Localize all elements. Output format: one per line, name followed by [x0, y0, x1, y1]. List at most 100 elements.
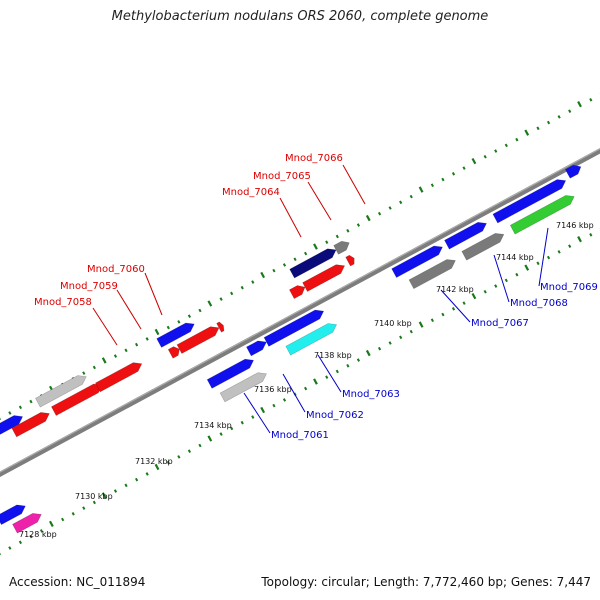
minor-tick	[39, 529, 44, 533]
major-tick	[365, 214, 371, 222]
minor-tick	[430, 318, 434, 323]
gene-arrow[interactable]	[564, 164, 582, 179]
minor-tick	[166, 325, 170, 330]
minor-tick	[18, 405, 23, 410]
minor-tick	[409, 329, 413, 334]
minor-tick	[166, 460, 170, 465]
minor-tick	[240, 420, 244, 425]
gene-arrow[interactable]	[345, 254, 355, 267]
gene-arrow[interactable]	[95, 362, 143, 393]
minor-tick	[377, 211, 382, 216]
reverse-gene-labels: Mnod_7061 Mnod_7062 Mnod_7063 Mnod_7067 …	[243, 227, 598, 441]
gene-arrow[interactable]	[176, 326, 220, 354]
minor-tick	[293, 257, 297, 262]
gene-label-mnod-7062[interactable]: Mnod_7062	[306, 410, 364, 421]
major-tick	[418, 186, 424, 193]
minor-tick	[135, 342, 139, 347]
minor-tick	[441, 177, 445, 182]
major-tick	[154, 328, 160, 336]
minor-tick	[82, 371, 86, 375]
gene-label-mnod-7059[interactable]: Mnod_7059	[60, 281, 118, 292]
gene-arrow[interactable]	[156, 322, 195, 348]
major-tick	[207, 300, 213, 307]
minor-tick	[18, 540, 23, 545]
gene-arrow[interactable]	[0, 504, 26, 526]
gene-label-mnod-7060[interactable]: Mnod_7060	[87, 264, 145, 275]
scale-label: 7130 kbp	[75, 492, 113, 501]
minor-tick	[230, 426, 234, 431]
scale-label: 7140 kbp	[374, 319, 412, 328]
minor-tick	[8, 411, 12, 415]
gene-arrow[interactable]	[285, 323, 338, 356]
gene-arrow[interactable]	[0, 415, 24, 439]
minor-tick	[504, 143, 508, 148]
minor-tick	[325, 375, 329, 379]
minor-tick	[304, 251, 308, 256]
minor-tick	[230, 291, 234, 296]
gene-arrow[interactable]	[35, 375, 87, 408]
minor-tick	[282, 398, 287, 402]
gene-arrow[interactable]	[492, 179, 567, 224]
gene-arrow[interactable]	[509, 195, 575, 235]
minor-tick	[515, 272, 519, 277]
gene-label-mnod-7069[interactable]: Mnod_7069	[540, 282, 598, 293]
gene-arrow[interactable]	[216, 321, 225, 333]
minor-tick	[113, 489, 118, 493]
gene-label-mnod-7067[interactable]: Mnod_7067	[471, 318, 529, 329]
gene-arrow[interactable]	[391, 245, 443, 278]
gene-arrow[interactable]	[289, 248, 337, 279]
minor-tick	[451, 307, 456, 311]
gene-arrow[interactable]	[12, 513, 42, 534]
gene-arrow[interactable]	[219, 372, 267, 403]
gene-arrow[interactable]	[11, 412, 50, 438]
gene-arrow[interactable]	[263, 309, 325, 347]
gene-label-mnod-7061[interactable]: Mnod_7061	[271, 430, 329, 441]
major-tick	[48, 520, 54, 528]
minor-tick	[346, 228, 350, 233]
minor-tick	[272, 403, 276, 408]
gene-label-mnod-7063[interactable]: Mnod_7063	[342, 389, 400, 400]
minor-tick	[187, 314, 192, 318]
minor-tick	[335, 234, 339, 239]
gene-arrow[interactable]	[333, 240, 350, 255]
scale-label: 7144 kbp	[496, 253, 534, 262]
gene-arrow[interactable]	[408, 259, 456, 290]
gene-arrow[interactable]	[246, 340, 267, 357]
map-title: Methylobacterium nodulans ORS 2060, comp…	[111, 9, 489, 24]
gene-label-mnod-7064[interactable]: Mnod_7064	[222, 187, 280, 198]
gene-arrow[interactable]	[302, 264, 346, 292]
gene-label-mnod-7068[interactable]: Mnod_7068	[510, 298, 568, 309]
major-tick	[313, 243, 318, 250]
gene-arrow[interactable]	[289, 285, 306, 300]
gene-label-mnod-7066[interactable]: Mnod_7066	[285, 153, 343, 164]
minor-tick	[187, 449, 192, 453]
gene-arrow[interactable]	[206, 358, 255, 389]
minor-tick	[536, 261, 540, 266]
minor-tick	[557, 250, 561, 254]
minor-tick	[536, 126, 540, 131]
gene-arrow[interactable]	[444, 221, 487, 250]
gene-label-mnod-7065[interactable]: Mnod_7065	[253, 171, 311, 182]
minor-tick	[251, 415, 255, 419]
minor-tick	[113, 354, 118, 358]
minor-tick	[377, 346, 382, 351]
minor-tick	[462, 166, 466, 170]
minor-tick	[356, 223, 361, 227]
gene-label-mnod-7058[interactable]: Mnod_7058	[34, 297, 92, 308]
minor-tick	[346, 363, 350, 368]
major-tick	[524, 129, 530, 136]
minor-tick	[251, 280, 255, 284]
gene-arrow[interactable]	[167, 346, 180, 359]
major-tick	[577, 236, 582, 243]
minor-tick	[71, 512, 75, 516]
minor-tick	[589, 98, 593, 102]
minor-tick	[145, 472, 149, 476]
minor-tick	[430, 183, 434, 188]
accession-text: Accession: NC_011894	[9, 575, 146, 589]
gene-arrow[interactable]	[461, 233, 505, 261]
minor-tick	[177, 320, 181, 324]
minor-tick	[568, 244, 572, 248]
major-tick	[365, 349, 371, 357]
minor-tick	[483, 289, 487, 294]
